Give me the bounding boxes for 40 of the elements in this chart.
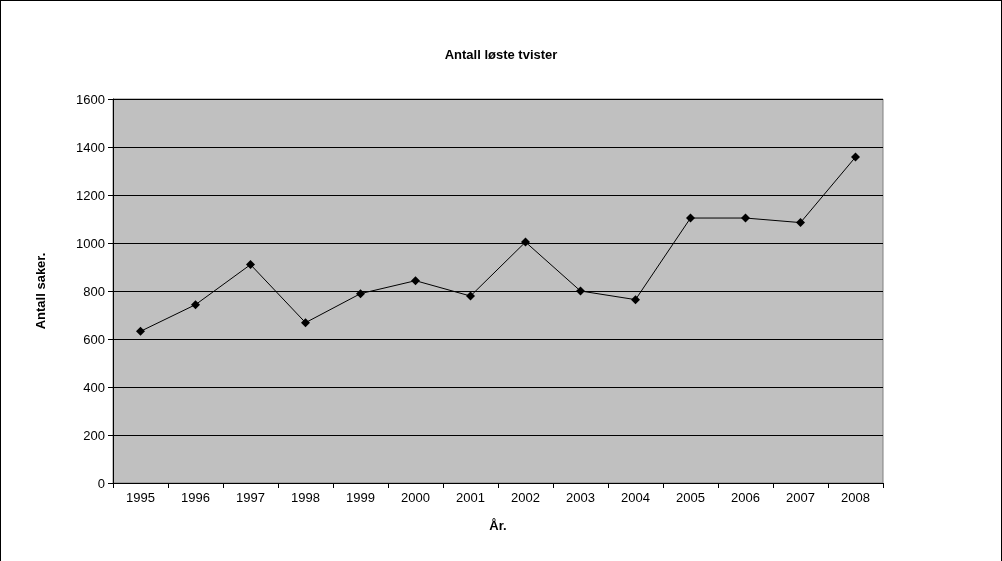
point <box>191 300 200 310</box>
point <box>411 276 420 286</box>
y-tick-label: 600 <box>83 331 105 347</box>
y-tick-label: 200 <box>83 427 105 443</box>
x-axis-title: År. <box>489 518 507 533</box>
x-tick-label: 2004 <box>621 490 650 505</box>
y-tick-label: 800 <box>83 283 105 299</box>
x-tick-label: 1996 <box>181 490 210 505</box>
point <box>521 237 530 247</box>
y-tick-label: 0 <box>97 475 105 491</box>
point <box>851 152 860 162</box>
y-tick-label: 400 <box>83 379 105 395</box>
x-tick-label: 2005 <box>676 490 705 505</box>
x-tick-label: 2000 <box>401 490 430 505</box>
chart-title: Antall løste tvister <box>444 47 558 62</box>
point <box>246 260 255 270</box>
point <box>796 218 805 228</box>
y-tick-label: 1600 <box>76 91 105 107</box>
point <box>301 318 310 328</box>
y-axis-title: Antall saker. <box>33 252 48 330</box>
x-tick-label: 1998 <box>291 490 320 505</box>
point <box>686 213 695 223</box>
x-tick-label: 2008 <box>841 490 870 505</box>
x-tick-label: 2007 <box>786 490 815 505</box>
point <box>631 295 640 305</box>
y-tick-label: 1200 <box>76 187 105 203</box>
x-tick-label: 2003 <box>566 490 595 505</box>
point <box>466 291 475 301</box>
x-tick-label: 1999 <box>346 490 375 505</box>
x-tick-label: 1997 <box>236 490 265 505</box>
point <box>136 326 145 336</box>
y-tick-label: 1000 <box>76 235 105 251</box>
x-tick-label: 2006 <box>731 490 760 505</box>
x-tick-label: 1995 <box>126 490 155 505</box>
y-tick-label: 1400 <box>76 139 105 155</box>
x-tick-label: 2001 <box>456 490 485 505</box>
point <box>576 286 585 296</box>
x-tick-label: 2002 <box>511 490 540 505</box>
point <box>741 213 750 223</box>
point <box>356 289 365 299</box>
